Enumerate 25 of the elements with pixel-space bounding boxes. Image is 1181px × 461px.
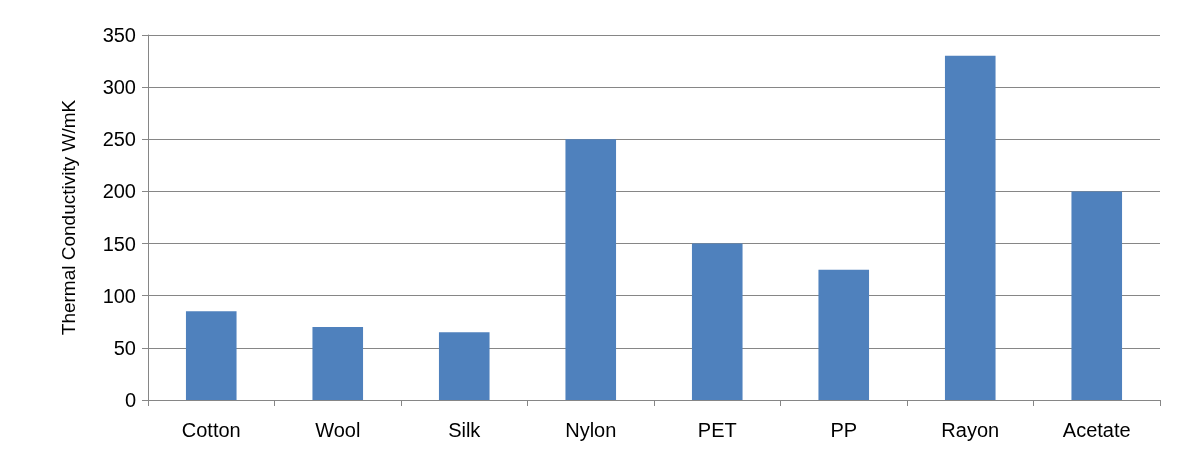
y-tick-label: 50	[113, 336, 136, 359]
x-tick-label: Rayon	[941, 419, 1000, 441]
bar	[818, 269, 870, 400]
x-tick-label: PP	[830, 419, 858, 441]
y-tick-label: 100	[102, 284, 136, 307]
x-tick-label: PET	[697, 419, 737, 441]
x-tick-label: Nylon	[565, 419, 617, 441]
y-axis-title: Thermal Conductivity W/mK	[58, 99, 79, 336]
x-tick-label: Acetate	[1062, 419, 1131, 441]
y-tick-label: 300	[102, 76, 136, 99]
y-tick-label: 350	[102, 24, 136, 46]
bar	[944, 55, 996, 400]
y-tick-label: 0	[124, 389, 136, 411]
bar	[565, 139, 617, 400]
y-tick-label: 250	[102, 128, 136, 151]
y-tick-label: 150	[102, 232, 136, 255]
x-tick-label: Wool	[315, 419, 361, 441]
bar	[1071, 191, 1123, 400]
bar	[185, 311, 237, 400]
bar	[312, 327, 364, 400]
bar	[438, 332, 490, 400]
y-tick-label: 200	[102, 180, 136, 203]
x-tick-label: Silk	[448, 419, 482, 441]
bar	[691, 243, 743, 400]
x-tick-label: Cotton	[181, 419, 241, 441]
